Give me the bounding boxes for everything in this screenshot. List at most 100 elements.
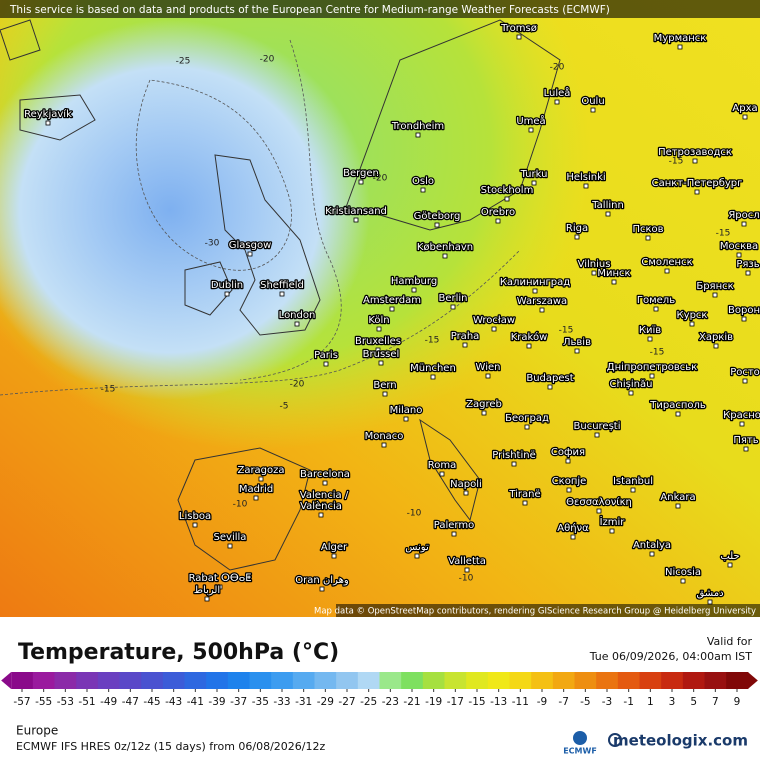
city-label: Рязь	[736, 259, 759, 270]
colorbar-tick-label: -45	[143, 696, 160, 708]
contour-label: -10	[459, 574, 474, 584]
city-label: Калининград	[500, 277, 570, 288]
city-marker	[713, 343, 719, 349]
colorbar-tick-label: -43	[165, 696, 182, 708]
city-marker	[504, 196, 510, 202]
contour-label: -15	[669, 157, 684, 167]
city-marker	[745, 270, 751, 276]
city-marker	[358, 179, 364, 185]
ecmwf-icon	[573, 731, 587, 745]
city-marker	[318, 512, 324, 518]
city-marker	[649, 551, 655, 557]
city-marker	[547, 384, 553, 390]
city-marker	[451, 531, 457, 537]
colorbar-swatch	[249, 672, 272, 689]
city-label: Luleå	[544, 86, 571, 99]
notice-bar	[0, 0, 760, 18]
colorbar-tick-label: -37	[230, 696, 247, 708]
city-marker	[524, 424, 530, 430]
colorbar-swatch	[184, 672, 207, 689]
city-label: Turku	[520, 169, 548, 180]
city-marker	[566, 487, 572, 493]
city-marker	[376, 326, 382, 332]
isotherms	[0, 39, 521, 396]
city-marker	[611, 279, 617, 285]
city-label: Београд	[505, 413, 549, 424]
city-marker	[414, 553, 420, 559]
city-marker	[712, 292, 718, 298]
city-label: London	[279, 310, 316, 321]
city-label: Milano	[390, 405, 423, 416]
city-label: Vilnius	[578, 259, 611, 270]
city-marker	[743, 446, 749, 452]
city-label: Tromsø	[500, 23, 537, 34]
city-label: Valencia /	[300, 490, 349, 501]
city-label: Hamburg	[391, 276, 437, 287]
colorbar-swatch	[617, 672, 640, 689]
colorbar-swatch	[227, 672, 250, 689]
city-marker	[516, 34, 522, 40]
colorbar-tick-label: -9	[537, 696, 547, 708]
city-label: Москва	[720, 241, 758, 252]
contour-label: -15	[425, 336, 440, 346]
colorbar-tick-label: -19	[425, 696, 442, 708]
city-marker	[565, 458, 571, 464]
city-label: Sheffield	[260, 280, 304, 291]
city-marker	[739, 421, 745, 427]
notice: This service is based on data and produc…	[9, 4, 610, 16]
city-marker	[675, 411, 681, 417]
city-marker	[450, 304, 456, 310]
colorbar-tick-label: 5	[690, 696, 697, 708]
city-label: Wien	[476, 362, 501, 373]
city-marker	[481, 410, 487, 416]
attribution-bar	[336, 604, 760, 617]
city-label: Istanbul	[613, 476, 653, 487]
city-marker	[323, 361, 329, 367]
city-label: Umeå	[516, 114, 545, 127]
city-label: Kristiansand	[325, 206, 387, 217]
city-label: Reykjavík	[24, 108, 72, 120]
city-marker	[628, 390, 634, 396]
city-marker	[707, 599, 713, 605]
city-label: Prishtinë	[492, 450, 535, 461]
city-label: Красно	[723, 410, 760, 421]
colorbar-swatch	[141, 672, 164, 689]
city-label: Харків	[699, 331, 733, 343]
city-label: Арха	[732, 103, 757, 114]
city-marker	[389, 306, 395, 312]
city-label: Helsinki	[566, 172, 605, 183]
city-label: Zagreb	[466, 399, 502, 410]
colorbar-swatch	[401, 672, 424, 689]
colorbar-swatch	[704, 672, 727, 689]
city-marker	[45, 120, 51, 126]
colorbar-tick-label: -47	[122, 696, 139, 708]
city-marker	[675, 503, 681, 509]
city-label: Львів	[563, 336, 591, 348]
colorbar-tick-label: -17	[447, 696, 464, 708]
city-label: Roma	[428, 460, 457, 471]
city-label: Antalya	[633, 540, 671, 551]
city-label: Lisboa	[179, 511, 211, 522]
colorbar-tick-label: -25	[360, 696, 377, 708]
city-label: Θεσσαλονίκη	[566, 496, 632, 508]
city-marker	[591, 270, 597, 276]
colorbar-tick-label: -53	[57, 696, 74, 708]
city-marker	[495, 218, 501, 224]
colorbar-tick-label: -29	[317, 696, 334, 708]
city-label: Kraków	[511, 331, 548, 343]
colorbar-swatch	[54, 672, 77, 689]
city-marker	[677, 44, 683, 50]
city-label: Rabat ⵔⴱⴰⵟ	[189, 573, 252, 584]
colorbar-tick-label: -11	[512, 696, 529, 708]
contour-label: -30	[205, 239, 220, 249]
brand: meteologix.com	[613, 732, 748, 750]
colorbar-tick-label: -3	[602, 696, 612, 708]
city-marker	[382, 391, 388, 397]
city-marker	[217, 584, 223, 590]
contour-label: -10	[407, 509, 422, 519]
city-marker	[439, 471, 445, 477]
city-label: Oslo	[412, 176, 434, 187]
city-label: Chișinău	[610, 379, 653, 390]
colorbar-swatch	[357, 672, 380, 689]
